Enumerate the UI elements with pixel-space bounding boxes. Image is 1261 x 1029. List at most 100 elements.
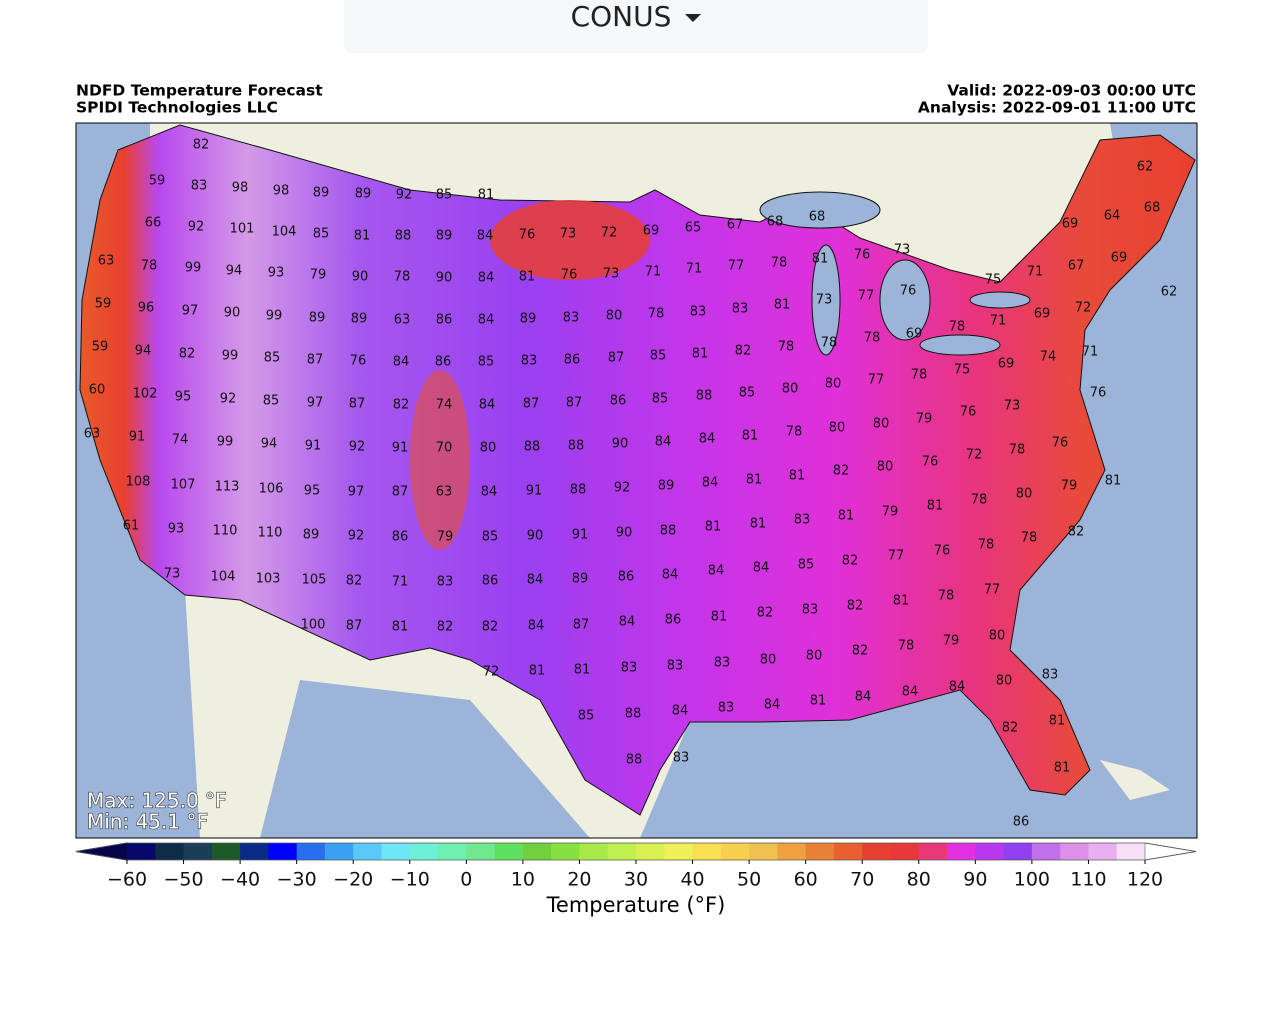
temperature-label: 80 [877,460,894,475]
colorbar-segment [777,843,807,860]
temperature-label: 81 [574,663,591,678]
temperature-label: 63 [394,313,411,328]
colorbar-segment [579,843,609,860]
temperature-label: 86 [665,613,682,628]
temperature-label: 80 [480,441,497,456]
temperature-label: 81 [1054,761,1071,776]
temperature-label: 113 [215,480,240,495]
colorbar-tick-label: 60 [794,869,818,891]
temperature-label: 72 [1075,301,1092,316]
temperature-label: 89 [572,572,589,587]
temperature-label: 70 [436,441,453,456]
colorbar-tick-label: 120 [1127,869,1163,891]
temperature-label: 95 [304,484,321,499]
lake-huron [879,259,931,341]
temperature-label: 86 [1013,815,1030,830]
lake-erie [919,334,1001,356]
temperature-label: 78 [821,336,838,351]
temperature-label: 76 [960,405,977,420]
colorbar: −60 −50 −40 −30 −20 −10 0 10 20 30 40 50 60 70 80 90 100… [75,842,1197,891]
temperature-label: 78 [394,270,411,285]
temperature-label: 83 [673,751,690,766]
temperature-label: 82 [842,554,859,569]
temperature-label: 88 [524,440,541,455]
lake-ontario [969,291,1031,309]
temperature-label: 84 [672,704,689,719]
temperature-label: 79 [943,634,960,649]
temperature-label: 79 [310,268,327,283]
temperature-label: 59 [149,174,166,189]
caret[interactable] [685,14,702,22]
temperature-label: 89 [351,312,368,327]
temperature-label: 74 [172,433,189,448]
lake-superior [759,191,881,229]
colorbar-tick-label: 80 [907,869,931,891]
temperature-label: 71 [645,265,662,280]
temperature-label: 79 [1061,479,1078,494]
temperature-label: 76 [350,354,367,369]
temperature-label: 81 [750,517,767,532]
temperature-label: 82 [346,574,363,589]
temperature-label: 91 [572,528,589,543]
temperature-label: 67 [1068,259,1085,274]
temperature-label: 98 [273,184,290,199]
temperature-label: 76 [854,248,871,263]
temperature-label: 80 [825,377,842,392]
colorbar-tick-label: −10 [390,869,430,891]
temperature-label: 82 [437,620,454,635]
temperature-label: 73 [1004,399,1021,414]
colorbar-segment [438,843,467,860]
temperature-label: 99 [185,261,202,276]
temperature-label: 84 [655,435,672,450]
temperature-label: 91 [392,441,409,456]
temperature-label: 81 [711,610,728,625]
temperature-label: 69 [998,357,1015,372]
dropdown-label[interactable]: CONUS [344,0,928,33]
colorbar-label: Temperature (°F) [546,893,726,917]
temperature-label: 85 [652,392,669,407]
temperature-label: 86 [618,570,635,585]
region-dropdown[interactable]: CONUS [344,0,928,53]
temperature-label: 86 [435,355,452,370]
temperature-label: 85 [313,227,330,242]
colorbar-tick-label: 110 [1070,869,1106,891]
temperature-label: 78 [911,368,928,383]
temperature-label: 89 [520,312,537,327]
temperature-label: 84 [702,476,719,491]
colorbar-segment [1116,843,1146,860]
colorbar-tick-label: 70 [850,869,874,891]
temperature-label: 79 [882,505,899,520]
temperature-label: 104 [211,570,236,585]
temperature-label: 88 [568,439,585,454]
temperature-label: 81 [742,429,759,444]
temperature-label: 75 [954,363,971,378]
temperature-label: 93 [168,522,185,537]
temperature-label: 68 [1144,201,1161,216]
temperature-label: 83 [690,305,707,320]
temperature-label: 83 [1042,668,1059,683]
temperature-label: 105 [302,573,327,588]
temperature-label: 82 [757,606,774,621]
temperature-label: 71 [392,575,409,590]
temperature-label: 87 [573,618,590,633]
temperature-label: 86 [482,574,499,589]
temperature-label: 63 [84,427,101,442]
temperature-label: 74 [1040,350,1057,365]
colorbar-segment [975,843,1005,860]
temperature-label: 91 [305,439,322,454]
temperature-label: 78 [778,340,795,355]
temperature-label: 63 [98,254,115,269]
temperature-label: 92 [349,440,366,455]
temperature-label: 73 [603,267,620,282]
colorbar-segment [183,843,213,860]
colorbar-segment [522,843,552,860]
temperature-label: 106 [259,482,284,497]
dropdown-text[interactable]: CONUS [570,0,672,33]
temperature-label: 69 [643,224,660,239]
temperature-label: 90 [352,270,369,285]
temperature-label: 66 [145,216,162,231]
temperature-label: 104 [272,225,297,240]
temperature-label: 81 [789,469,806,484]
temperature-label: 84 [902,685,919,700]
colorbar-tick-label: 100 [1014,869,1050,891]
